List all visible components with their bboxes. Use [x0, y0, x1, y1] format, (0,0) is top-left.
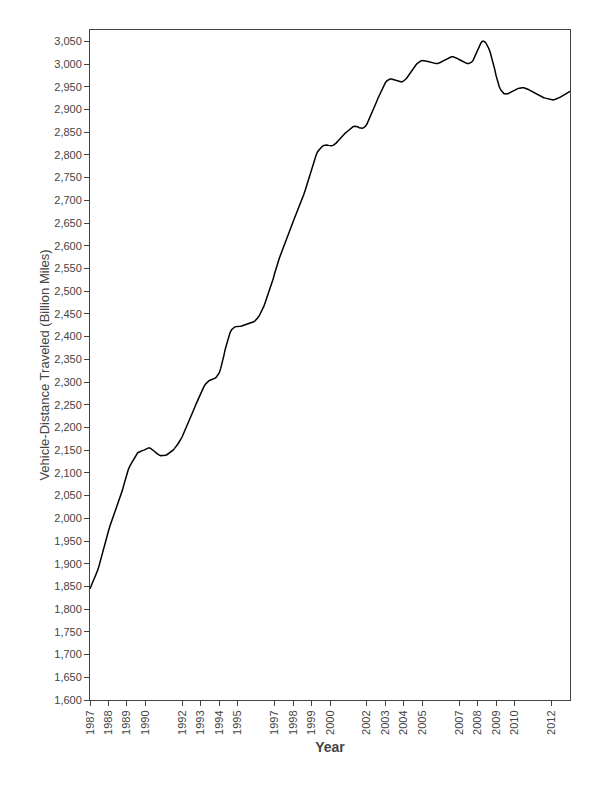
svg-text:1992: 1992	[176, 710, 188, 734]
svg-text:2003: 2003	[379, 710, 391, 734]
svg-text:1999: 1999	[305, 710, 317, 734]
svg-text:2,150: 2,150	[54, 444, 82, 456]
svg-text:1,700: 1,700	[54, 648, 82, 660]
svg-text:2,950: 2,950	[54, 81, 82, 93]
svg-text:2,650: 2,650	[54, 217, 82, 229]
svg-text:1989: 1989	[120, 710, 132, 734]
svg-text:Year: Year	[315, 739, 345, 755]
svg-text:Vehicle-Distance Traveled (Bil: Vehicle-Distance Traveled (Billion Miles…	[37, 249, 52, 480]
svg-text:2008: 2008	[471, 710, 483, 734]
svg-text:2,250: 2,250	[54, 399, 82, 411]
svg-text:1990: 1990	[139, 710, 151, 734]
svg-text:2007: 2007	[453, 710, 465, 734]
svg-text:2000: 2000	[324, 710, 336, 734]
svg-text:1993: 1993	[194, 710, 206, 734]
svg-text:1997: 1997	[268, 710, 280, 734]
svg-text:1,600: 1,600	[54, 694, 82, 706]
svg-text:1,750: 1,750	[54, 626, 82, 638]
svg-text:2002: 2002	[360, 710, 372, 734]
svg-text:2010: 2010	[508, 710, 520, 734]
svg-text:2005: 2005	[416, 710, 428, 734]
svg-text:2,850: 2,850	[54, 126, 82, 138]
svg-text:2,450: 2,450	[54, 308, 82, 320]
svg-text:1994: 1994	[213, 710, 225, 734]
svg-text:2009: 2009	[490, 710, 502, 734]
svg-text:2,200: 2,200	[54, 421, 82, 433]
svg-text:2004: 2004	[397, 710, 409, 734]
svg-text:3,000: 3,000	[54, 58, 82, 70]
svg-text:2,300: 2,300	[54, 376, 82, 388]
svg-text:1988: 1988	[102, 710, 114, 734]
svg-text:2,100: 2,100	[54, 467, 82, 479]
svg-text:2,800: 2,800	[54, 149, 82, 161]
svg-text:2,600: 2,600	[54, 240, 82, 252]
svg-text:2,500: 2,500	[54, 285, 82, 297]
svg-text:1,800: 1,800	[54, 603, 82, 615]
svg-text:1995: 1995	[231, 710, 243, 734]
svg-text:1998: 1998	[287, 710, 299, 734]
svg-text:2,400: 2,400	[54, 330, 82, 342]
svg-text:3,050: 3,050	[54, 35, 82, 47]
svg-text:2,350: 2,350	[54, 353, 82, 365]
svg-text:2,700: 2,700	[54, 194, 82, 206]
svg-text:1,650: 1,650	[54, 671, 82, 683]
svg-text:2,050: 2,050	[54, 489, 82, 501]
svg-text:1,950: 1,950	[54, 535, 82, 547]
svg-text:1,850: 1,850	[54, 580, 82, 592]
svg-text:2,550: 2,550	[54, 262, 82, 274]
svg-text:2,750: 2,750	[54, 171, 82, 183]
svg-text:2,900: 2,900	[54, 103, 82, 115]
svg-text:2012: 2012	[545, 710, 557, 734]
svg-text:2,000: 2,000	[54, 512, 82, 524]
svg-text:1,900: 1,900	[54, 558, 82, 570]
svg-text:1987: 1987	[84, 710, 96, 734]
